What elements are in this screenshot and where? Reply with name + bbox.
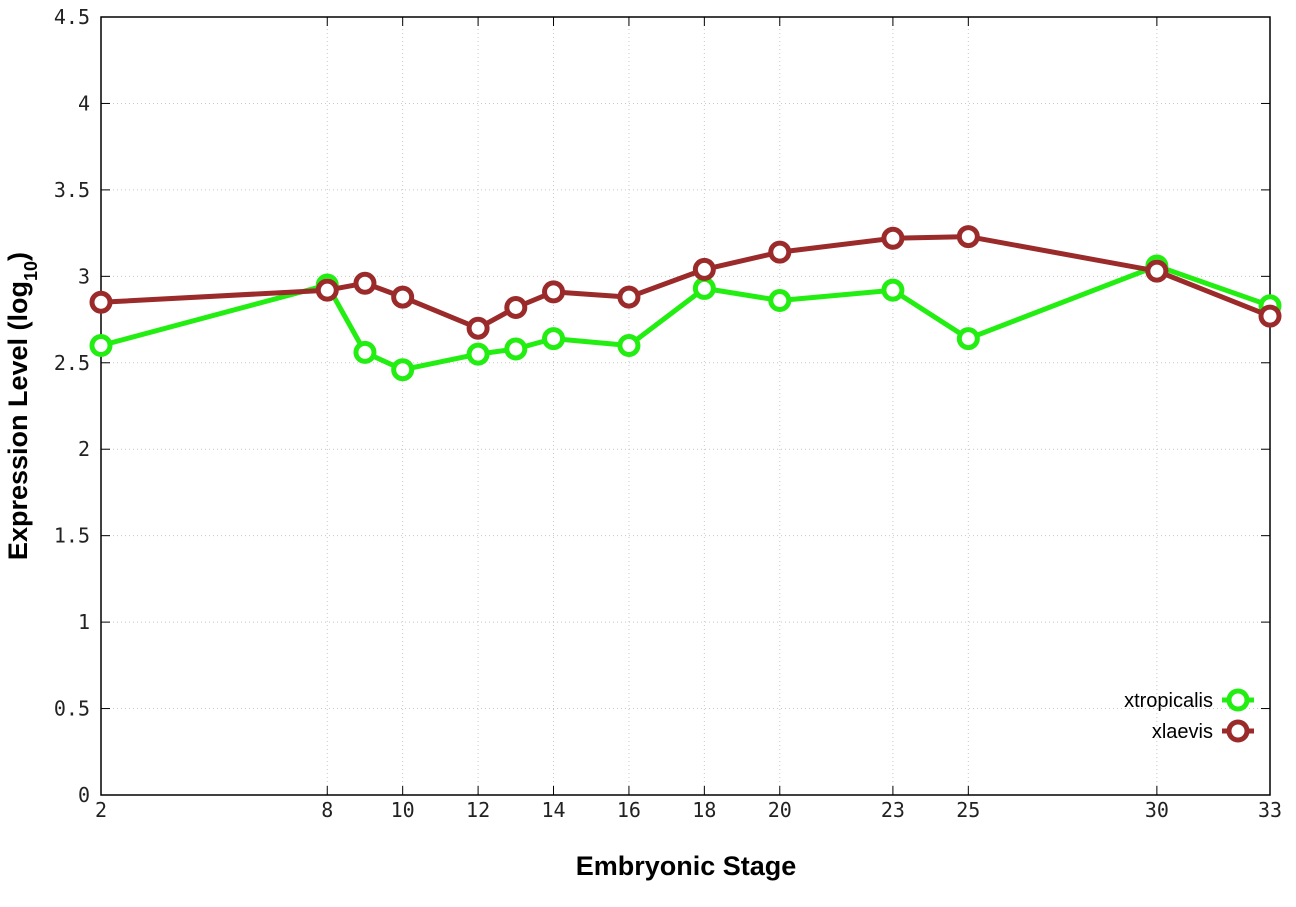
x-tick-label: 2 (95, 798, 107, 822)
axis-ticks: 0 0.5 1 1.5 2 2.5 3 3.5 4 4.5 2 8 10 12 14 16 18 20 23 25 30… (54, 5, 1282, 822)
data-point (89, 290, 113, 314)
data-point (391, 358, 415, 382)
data-point (353, 271, 377, 295)
data-point (956, 327, 980, 351)
legend: xtropicalis xlaevis (1124, 688, 1254, 743)
data-point (1258, 304, 1282, 328)
y-tick-label: 4 (78, 91, 90, 115)
data-point (504, 337, 528, 361)
y-axis-title-close: ) (3, 252, 33, 261)
series-line (100, 234, 1271, 331)
data-point (504, 295, 528, 319)
y-axis-title: Expression Level (log10) (3, 252, 41, 560)
series-line (100, 263, 1271, 373)
data-point (89, 333, 113, 357)
y-tick-label: 3 (78, 264, 90, 288)
x-tick-label: 14 (541, 798, 565, 822)
x-tick-label: 33 (1258, 798, 1282, 822)
data-point (881, 278, 905, 302)
data-point (466, 342, 490, 366)
y-tick-label: 2.5 (54, 351, 90, 375)
legend-marker-swatch (1226, 688, 1250, 712)
data-point (881, 226, 905, 250)
data-point (768, 240, 792, 264)
plot-area-frame (100, 16, 1271, 796)
x-tick-label: 12 (466, 798, 490, 822)
y-tick-label: 4.5 (54, 5, 90, 29)
x-tick-label: 10 (391, 798, 415, 822)
x-axis-title: Embryonic Stage (576, 851, 797, 881)
data-point (617, 285, 641, 309)
data-point (315, 278, 339, 302)
data-point (692, 276, 716, 300)
legend-label: xlaevis (1152, 721, 1213, 743)
y-tick-label: 1.5 (54, 524, 90, 548)
y-tick-label: 0 (78, 783, 90, 807)
data-point (391, 285, 415, 309)
x-tick-label: 18 (692, 798, 716, 822)
y-axis-title-main: Expression Level (log (3, 281, 33, 560)
data-point (768, 289, 792, 313)
data-point (692, 257, 716, 281)
y-tick-label: 0.5 (54, 697, 90, 721)
data-point (542, 327, 566, 351)
data-point (353, 340, 377, 364)
series-layer (89, 225, 1282, 382)
legend-item-xlaevis: xlaevis (1152, 719, 1254, 743)
series-xlaevis (89, 225, 1282, 340)
legend-marker-swatch (1226, 719, 1250, 743)
legend-item-xtropicalis: xtropicalis (1124, 688, 1254, 712)
y-axis-title-subscript: 10 (21, 261, 41, 281)
x-tick-label: 20 (768, 798, 792, 822)
x-tick-label: 23 (881, 798, 905, 822)
x-tick-label: 25 (956, 798, 980, 822)
legend-label: xtropicalis (1124, 690, 1213, 712)
grid-lines (101, 17, 1270, 795)
data-point (542, 280, 566, 304)
y-tick-label: 3.5 (54, 178, 90, 202)
data-point (466, 316, 490, 340)
x-tick-label: 30 (1145, 798, 1169, 822)
y-tick-label: 1 (78, 610, 90, 634)
x-tick-label: 16 (617, 798, 641, 822)
data-point (1145, 259, 1169, 283)
y-tick-label: 2 (78, 437, 90, 461)
data-point (617, 333, 641, 357)
data-point (956, 225, 980, 249)
x-tick-label: 8 (321, 798, 333, 822)
